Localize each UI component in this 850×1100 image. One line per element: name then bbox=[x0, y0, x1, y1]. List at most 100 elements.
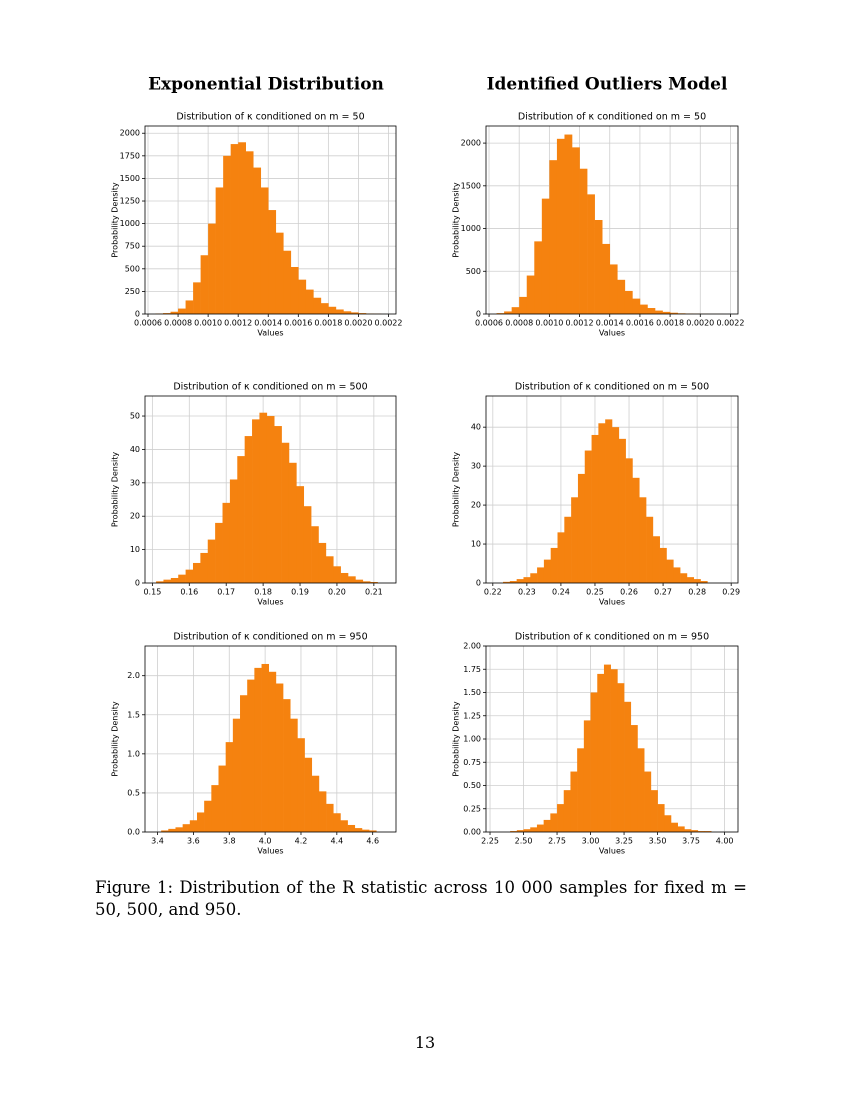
x-tick-label: 3.8 bbox=[223, 837, 236, 846]
x-tick-label: 0.0018 bbox=[656, 319, 684, 328]
histogram-bar bbox=[200, 552, 209, 583]
y-tick-label: 0 bbox=[135, 579, 140, 588]
histogram-bar bbox=[652, 536, 660, 583]
y-tick-label: 2.00 bbox=[463, 642, 481, 651]
x-tick-label: 3.75 bbox=[682, 837, 700, 846]
x-tick-label: 2.50 bbox=[515, 837, 533, 846]
histogram-bar bbox=[303, 506, 312, 583]
histogram-bar bbox=[570, 771, 578, 832]
histogram-bar bbox=[178, 308, 186, 314]
x-tick-label: 4.2 bbox=[295, 837, 308, 846]
histogram-bar bbox=[340, 820, 348, 832]
histogram-bar bbox=[646, 516, 654, 583]
histogram-bar bbox=[630, 725, 638, 832]
histogram-bar bbox=[523, 577, 531, 583]
x-tick-label: 0.0010 bbox=[194, 319, 222, 328]
histogram-bar bbox=[237, 456, 245, 583]
histogram-bar bbox=[318, 542, 327, 583]
histogram-bar bbox=[650, 790, 658, 832]
chart: Distribution of κ conditioned on m = 500… bbox=[452, 382, 741, 607]
chart: Distribution of κ conditioned on m = 500… bbox=[111, 112, 403, 338]
histogram-bar bbox=[530, 827, 538, 832]
histogram-bar bbox=[537, 567, 545, 583]
histogram-bar bbox=[587, 194, 595, 314]
histogram-bar bbox=[333, 813, 341, 832]
histogram-bar bbox=[577, 473, 586, 583]
histogram-bar bbox=[557, 532, 565, 583]
histogram-bar bbox=[612, 427, 620, 583]
histogram-bar bbox=[534, 241, 543, 314]
histogram-bar bbox=[697, 831, 705, 832]
histogram-bar bbox=[311, 775, 320, 832]
histogram-bar bbox=[268, 671, 277, 832]
histogram-bar bbox=[185, 569, 194, 583]
histogram-bar bbox=[541, 198, 550, 314]
axes-frame bbox=[144, 645, 397, 833]
chart: Distribution of κ conditioned on m = 950… bbox=[111, 632, 397, 856]
histogram-bar bbox=[218, 765, 226, 832]
histogram-bar bbox=[684, 829, 692, 832]
x-tick-label: 3.25 bbox=[615, 837, 633, 846]
x-tick-label: 0.25 bbox=[586, 588, 604, 597]
histogram-bar bbox=[254, 667, 262, 832]
histogram-bar bbox=[700, 581, 708, 583]
y-tick-label: 0.75 bbox=[463, 758, 481, 767]
histogram-bar bbox=[325, 556, 334, 583]
histogram-bar bbox=[304, 757, 313, 832]
histogram-bar bbox=[670, 312, 678, 314]
y-tick-label: 1.75 bbox=[463, 665, 481, 674]
histogram-bar bbox=[245, 151, 254, 314]
x-tick-label: 0.24 bbox=[552, 588, 570, 597]
histogram-bar bbox=[163, 579, 172, 583]
histogram-bar bbox=[550, 547, 558, 583]
y-tick-label: 0 bbox=[476, 579, 481, 588]
x-tick-label: 0.0008 bbox=[164, 319, 192, 328]
histogram-bar bbox=[178, 574, 186, 583]
histogram-bar bbox=[343, 311, 352, 314]
x-axis-label: Values bbox=[257, 329, 283, 338]
histogram-bar bbox=[583, 720, 591, 832]
y-tick-label: 2000 bbox=[120, 129, 140, 138]
x-tick-label: 0.0006 bbox=[475, 319, 503, 328]
histogram-bar bbox=[283, 699, 291, 832]
x-tick-label: 0.0022 bbox=[374, 319, 402, 328]
x-axis-label: Values bbox=[257, 847, 283, 856]
y-tick-label: 250 bbox=[125, 287, 140, 296]
x-tick-label: 3.6 bbox=[187, 837, 200, 846]
histogram-bar bbox=[297, 738, 305, 832]
histogram-bar bbox=[185, 300, 194, 314]
histogram-bar bbox=[543, 819, 551, 832]
x-tick-label: 0.17 bbox=[217, 588, 235, 597]
y-tick-label: 20 bbox=[130, 512, 140, 521]
axes-frame bbox=[485, 645, 739, 833]
histogram-bar bbox=[591, 434, 599, 583]
y-tick-label: 40 bbox=[471, 423, 481, 432]
histogram-bar bbox=[564, 134, 573, 314]
histogram-bar bbox=[207, 539, 216, 583]
y-tick-label: 50 bbox=[130, 412, 140, 421]
histogram-bar bbox=[504, 311, 512, 314]
histogram-bar bbox=[225, 742, 234, 832]
y-axis-label: Probability Density bbox=[452, 182, 461, 258]
histogram-bar bbox=[632, 298, 641, 314]
histogram-bar bbox=[163, 313, 171, 314]
histogram-bar bbox=[298, 279, 307, 314]
histogram-bar bbox=[657, 804, 665, 832]
histogram-bar bbox=[605, 419, 613, 583]
y-tick-label: 1.25 bbox=[463, 711, 481, 720]
histogram-bar bbox=[290, 267, 299, 314]
histogram-bar bbox=[647, 308, 656, 314]
histogram-bar bbox=[175, 827, 183, 832]
histogram-bar bbox=[311, 526, 319, 583]
histogram-bar bbox=[193, 282, 201, 314]
histogram-bar bbox=[244, 436, 253, 583]
histogram-bar bbox=[536, 824, 544, 832]
x-tick-label: 3.50 bbox=[649, 837, 667, 846]
histogram-bar bbox=[283, 250, 292, 314]
x-tick-label: 0.0016 bbox=[284, 319, 312, 328]
histogram-bar bbox=[590, 692, 598, 832]
page-number: 13 bbox=[414, 1033, 436, 1052]
histogram-bar bbox=[530, 573, 538, 583]
x-tick-label: 0.0012 bbox=[224, 319, 252, 328]
